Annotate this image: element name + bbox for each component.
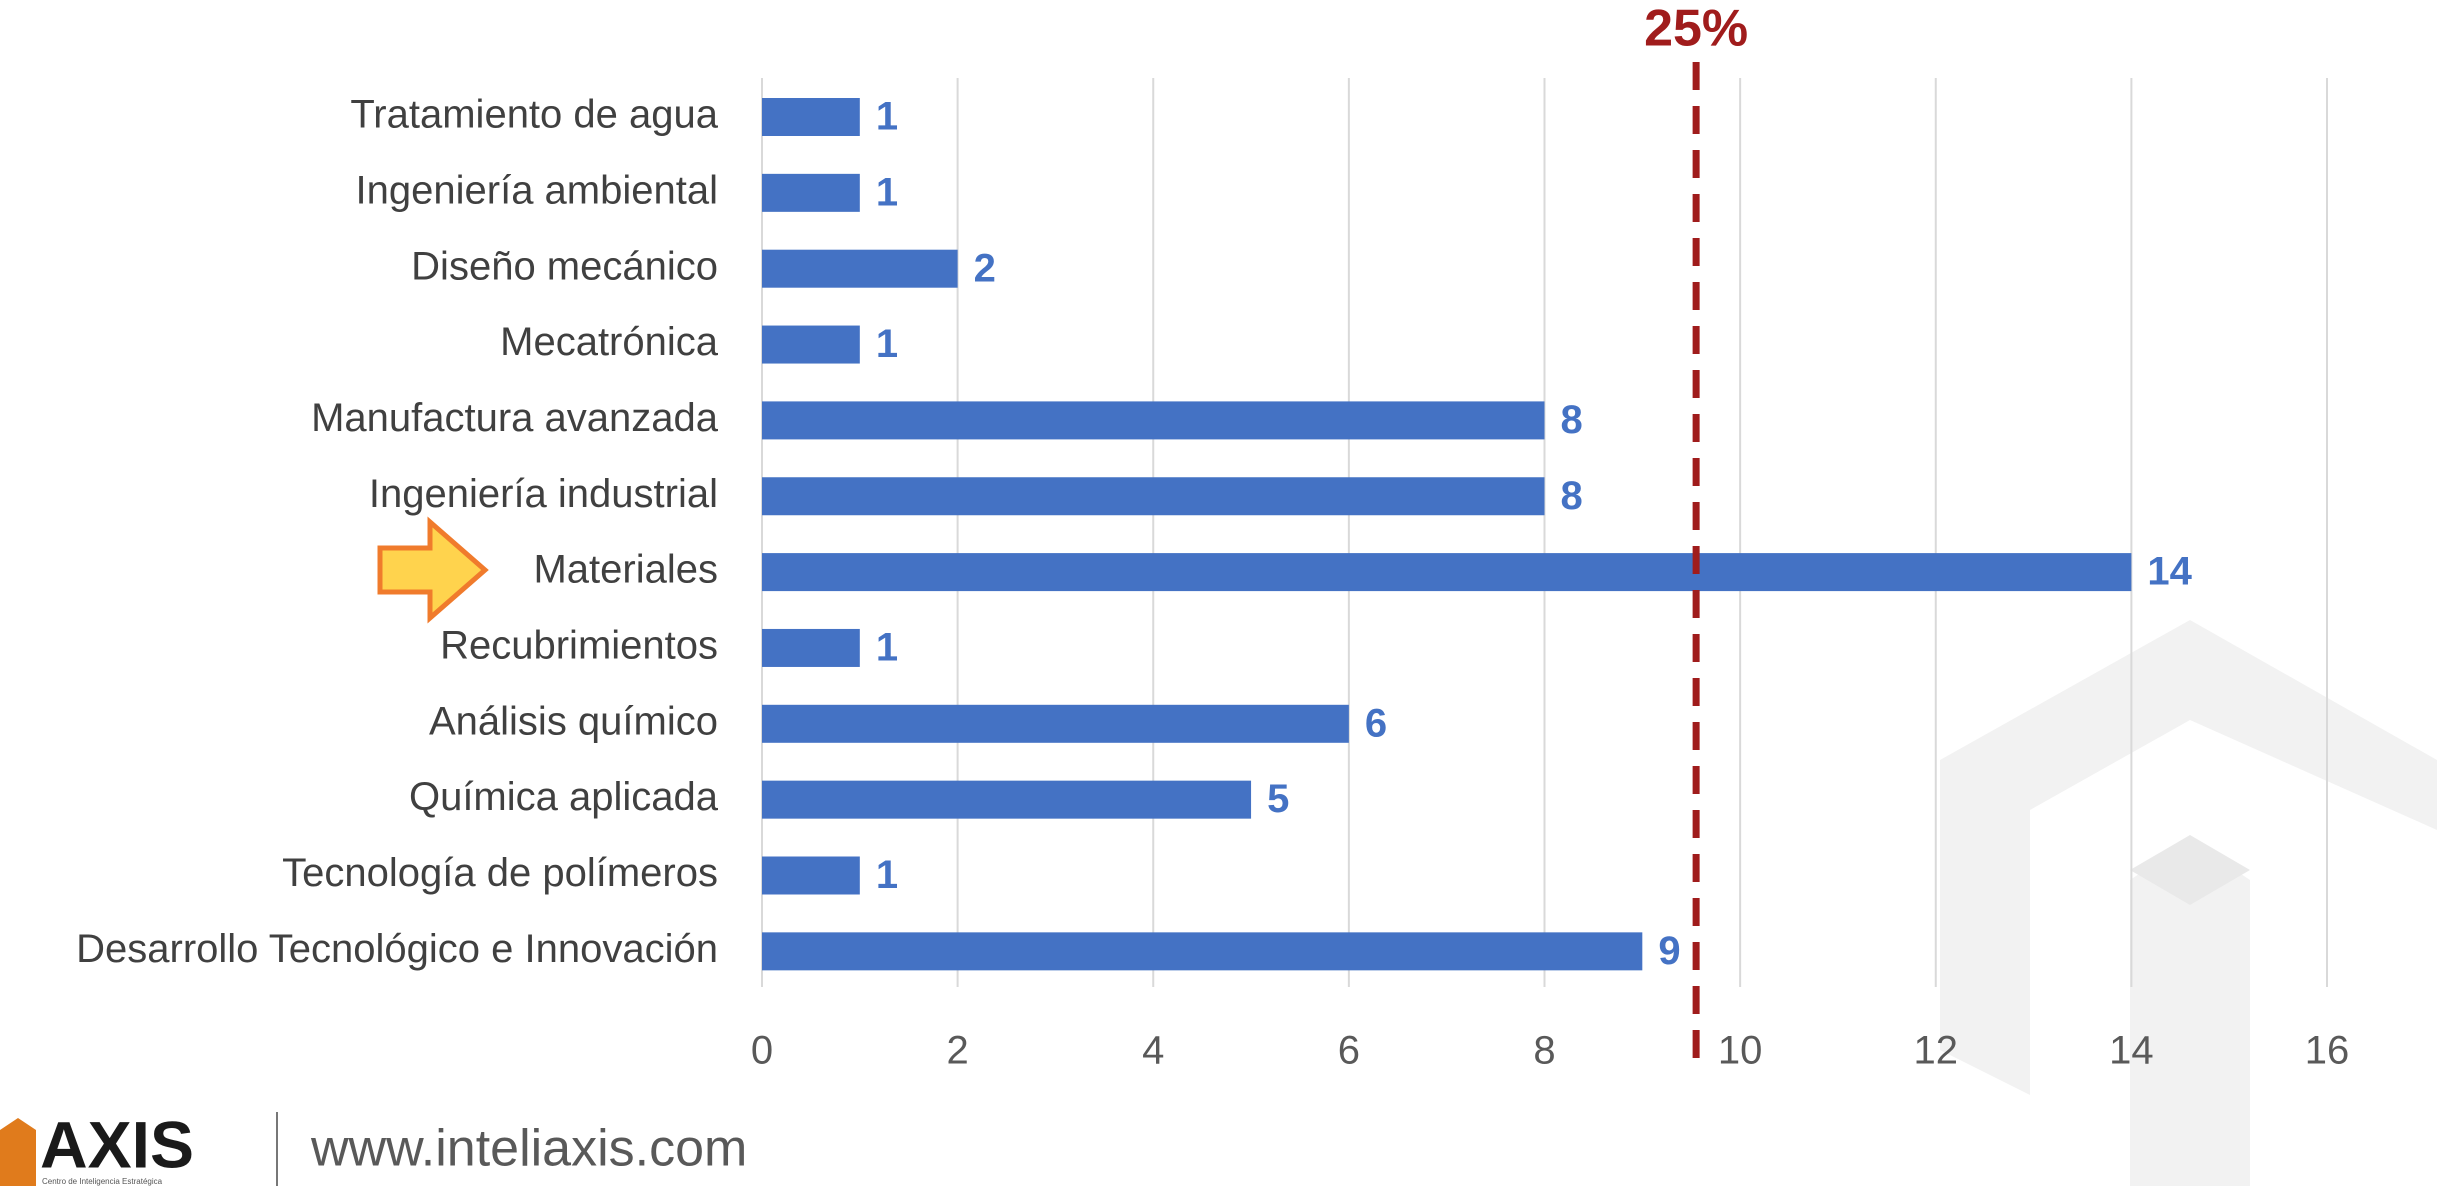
data-label: 1 <box>876 626 898 670</box>
x-tick-label: 10 <box>1718 1029 1763 1073</box>
data-label: 1 <box>876 853 898 897</box>
data-label: 2 <box>974 246 996 290</box>
y-tick-label: Ingeniería industrial <box>369 472 718 516</box>
x-tick-label: 0 <box>751 1029 773 1073</box>
bar <box>762 477 1545 516</box>
y-tick-label: Análisis químico <box>429 699 718 743</box>
bar <box>762 628 860 667</box>
bar <box>762 780 1252 819</box>
logo-subtitle: Centro de Inteligencia Estratégica <box>42 1177 163 1186</box>
x-tick-label: 4 <box>1142 1029 1164 1073</box>
bar <box>762 173 860 212</box>
bar <box>762 932 1643 971</box>
bar <box>762 553 2132 592</box>
data-label: 1 <box>876 170 898 214</box>
bar <box>762 98 860 136</box>
logo: AXIS <box>40 1107 194 1181</box>
bar <box>762 249 958 288</box>
y-tick-label: Materiales <box>533 548 718 592</box>
footer: AXIS Centro de Inteligencia Estratégica … <box>0 1107 747 1186</box>
data-label: 1 <box>876 95 898 139</box>
y-tick-label: Manufactura avanzada <box>311 396 719 440</box>
y-tick-label: Ingeniería ambiental <box>356 168 718 212</box>
data-label: 14 <box>2147 550 2192 594</box>
y-tick-label: Mecatrónica <box>500 320 719 364</box>
x-tick-label: 2 <box>947 1029 969 1073</box>
x-tick-label: 6 <box>1338 1029 1360 1073</box>
x-tick-label: 8 <box>1533 1029 1555 1073</box>
data-label: 6 <box>1365 701 1387 745</box>
data-label: 5 <box>1267 777 1289 821</box>
x-tick-label: 14 <box>2109 1029 2154 1073</box>
bar <box>762 704 1349 743</box>
arrow <box>377 516 489 624</box>
x-tick-label: 16 <box>2305 1029 2350 1073</box>
data-label: 9 <box>1658 929 1680 973</box>
data-label: 8 <box>1561 474 1583 518</box>
data-label: 8 <box>1561 398 1583 442</box>
y-tick-label: Diseño mecánico <box>411 244 718 288</box>
watermark <box>1940 620 2437 1186</box>
x-tick-label: 12 <box>1914 1029 1959 1073</box>
bar <box>762 325 860 364</box>
bar <box>762 856 860 895</box>
logo-icon <box>0 1118 36 1186</box>
url: www.inteliaxis.com <box>310 1120 747 1178</box>
data-label: 1 <box>876 322 898 366</box>
bar <box>762 401 1545 440</box>
y-tick-label: Recubrimientos <box>440 624 718 668</box>
y-tick-label: Tecnología de polímeros <box>282 851 718 895</box>
y-tick-label: Química aplicada <box>409 775 719 819</box>
y-tick-label: Tratamiento de agua <box>350 93 718 137</box>
y-tick-label: Desarrollo Tecnológico e Innovación <box>76 927 718 971</box>
reference-label: 25% <box>1644 0 1748 58</box>
